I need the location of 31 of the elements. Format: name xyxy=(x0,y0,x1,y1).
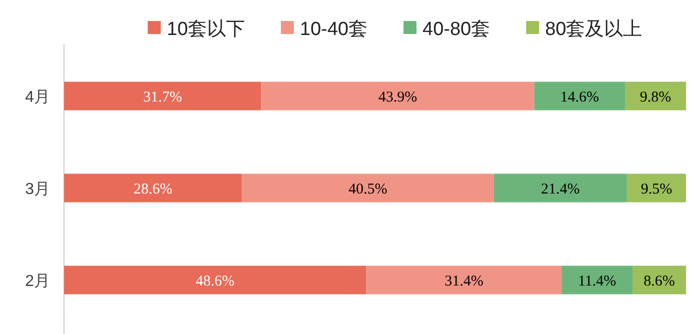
data-label: 8.6% xyxy=(644,274,675,290)
data-label: 48.6% xyxy=(196,274,235,290)
data-label: 21.4% xyxy=(540,182,580,198)
bar xyxy=(562,266,633,294)
bar xyxy=(626,174,686,202)
legend-label: 10套以下 xyxy=(166,19,245,40)
legend-label: 80套及以上 xyxy=(545,19,642,40)
data-label: 14.6% xyxy=(560,90,600,106)
legend-label: 40-80套 xyxy=(422,19,490,40)
bar xyxy=(64,266,366,294)
legend-label: 10-40套 xyxy=(300,19,368,40)
data-label: 11.4% xyxy=(578,274,616,290)
bar xyxy=(534,82,626,110)
data-label: 40.5% xyxy=(348,182,388,198)
bar xyxy=(242,174,494,202)
data-label: 9.5% xyxy=(640,182,672,198)
bar xyxy=(366,266,562,294)
bar xyxy=(625,82,686,110)
bar xyxy=(64,174,242,202)
data-label: 9.8% xyxy=(640,90,672,106)
data-label: 43.9% xyxy=(378,90,418,106)
data-label: 28.6% xyxy=(134,182,172,198)
bar xyxy=(632,266,686,294)
y-tick-label: 3月 xyxy=(25,181,50,198)
bar xyxy=(261,82,534,110)
bar xyxy=(64,82,262,110)
data-label: 31.4% xyxy=(444,274,484,290)
data-label: 31.7% xyxy=(143,90,182,106)
bar xyxy=(494,174,627,202)
y-tick-label: 2月 xyxy=(25,273,50,290)
y-tick-label: 4月 xyxy=(25,89,50,106)
